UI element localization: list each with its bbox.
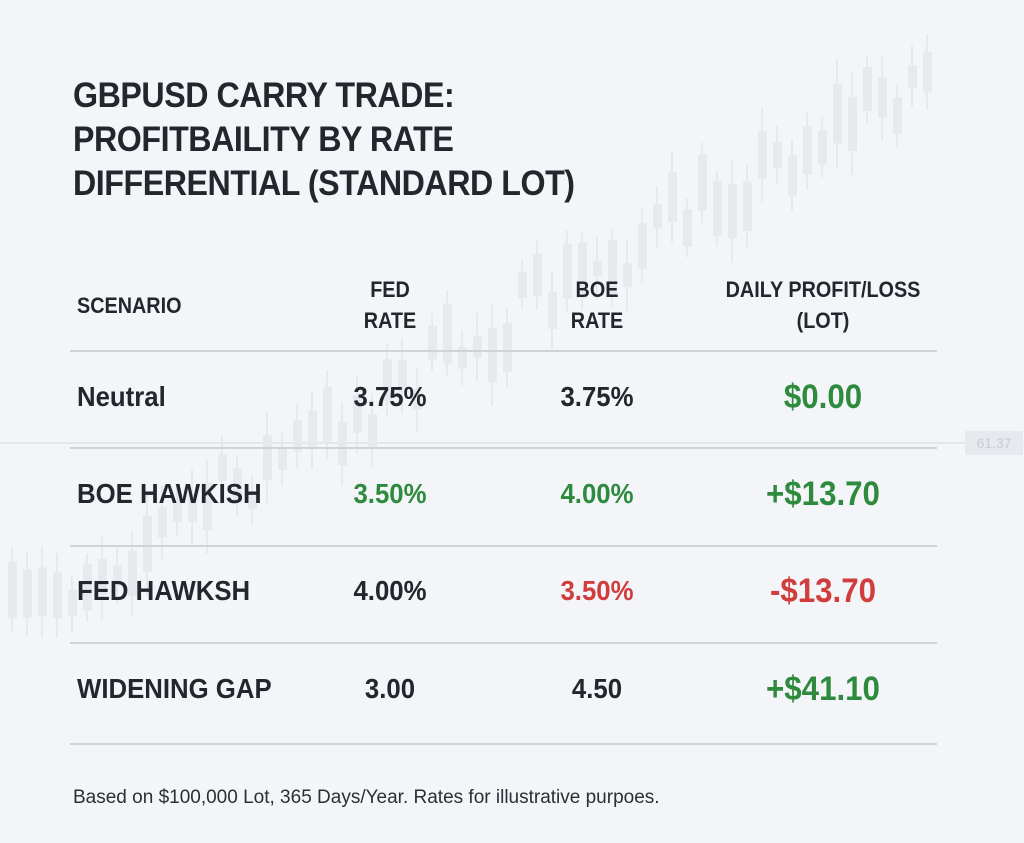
boe-rate-cell: 3.75% xyxy=(560,381,634,412)
candlestick xyxy=(518,260,527,309)
divider xyxy=(70,447,937,449)
header-line: FED xyxy=(370,277,410,302)
candlestick xyxy=(908,45,917,108)
candlestick xyxy=(668,151,677,243)
fed-rate-cell: 3.50% xyxy=(353,478,427,509)
divider xyxy=(70,545,937,547)
divider xyxy=(70,642,937,644)
price-tag: 61.37 xyxy=(965,431,1023,455)
candlestick xyxy=(773,126,782,184)
candlestick xyxy=(683,198,692,258)
header-line: RATE xyxy=(363,308,417,333)
candlestick xyxy=(848,73,857,175)
candlestick xyxy=(188,469,197,546)
candlestick xyxy=(548,271,557,350)
candlestick xyxy=(128,530,137,617)
candlestick xyxy=(293,403,302,469)
candlestick xyxy=(428,313,437,372)
candlestick xyxy=(443,290,452,377)
candlestick xyxy=(143,492,152,596)
boe-rate-cell: 3.50% xyxy=(560,575,634,606)
candlestick xyxy=(83,553,92,622)
candlestick xyxy=(803,111,812,190)
scenario-cell: Neutral xyxy=(77,381,166,412)
candlestick xyxy=(383,344,392,417)
daily-pnl-cell: -$13.70 xyxy=(769,572,877,610)
candlestick xyxy=(338,402,347,486)
candlestick xyxy=(473,312,482,382)
candlestick xyxy=(578,231,587,310)
candlestick xyxy=(743,165,752,248)
candlestick xyxy=(713,170,722,247)
candlestick xyxy=(758,107,767,202)
header-daily-pnl: DAILY PROFIT/LOSS (LOT) xyxy=(697,274,949,336)
divider xyxy=(70,743,937,745)
boe-rate-cell: 4.50 xyxy=(571,673,623,704)
candlestick xyxy=(263,411,272,504)
candlestick xyxy=(38,546,47,638)
header-line: DAILY PROFIT/LOSS xyxy=(725,277,921,302)
candlestick xyxy=(248,476,257,525)
candlestick xyxy=(638,209,647,283)
candlestick xyxy=(68,574,77,632)
candlestick xyxy=(158,484,167,560)
header-scenario: SCENARIO xyxy=(77,293,182,318)
candlestick xyxy=(653,185,662,248)
scenario-cell: WIDENING GAP xyxy=(77,673,272,704)
candlestick xyxy=(233,455,242,516)
boe-rate-cell: 4.00% xyxy=(560,478,634,509)
candlestick xyxy=(458,330,467,386)
candlestick xyxy=(23,551,32,636)
candlestick xyxy=(173,485,182,537)
candlestick xyxy=(698,142,707,223)
daily-pnl-cell: +$13.70 xyxy=(766,475,880,513)
header-line: BOE xyxy=(575,277,619,302)
daily-pnl-cell: +$41.10 xyxy=(766,670,880,708)
footnote: Based on $100,000 Lot, 365 Days/Year. Ra… xyxy=(73,787,660,808)
daily-pnl-cell: $0.00 xyxy=(783,378,863,416)
title-line: DIFFERENTIAL (STANDARD LOT) xyxy=(73,164,575,203)
fed-rate-cell: 3.75% xyxy=(353,381,427,412)
scenario-cell: FED HAWKSH xyxy=(77,575,251,606)
candlestick xyxy=(878,56,887,140)
candlestick xyxy=(488,304,497,406)
scenario-cell: BOE HAWKISH xyxy=(77,478,262,509)
candlestick xyxy=(893,84,902,147)
fed-rate-cell: 4.00% xyxy=(353,575,427,606)
header-fed-rate: FED RATE xyxy=(336,274,444,336)
header-line: (LOT) xyxy=(796,308,850,333)
page-title: GBPUSD CARRY TRADE: PROFITBAILITY BY RAT… xyxy=(73,74,625,206)
title-line: GBPUSD CARRY TRADE: xyxy=(73,76,455,115)
header-boe-rate: BOE RATE xyxy=(543,274,651,336)
candlestick xyxy=(788,139,797,211)
candlestick xyxy=(728,159,737,263)
candlestick xyxy=(923,34,932,111)
candlestick xyxy=(563,230,572,313)
candlestick xyxy=(833,59,842,169)
candlestick xyxy=(368,393,377,468)
candlestick xyxy=(503,308,512,387)
candlestick xyxy=(113,547,122,604)
candlestick xyxy=(218,435,227,500)
candlestick xyxy=(353,374,362,454)
candlestick xyxy=(203,459,212,554)
title-line: PROFITBAILITY BY RATE xyxy=(73,120,454,159)
candlestick xyxy=(623,238,632,312)
candlestick xyxy=(98,535,107,619)
header-line: RATE xyxy=(570,308,624,333)
fed-rate-cell: 3.00 xyxy=(364,673,416,704)
candlestick xyxy=(863,54,872,124)
candlestick xyxy=(818,117,827,178)
candlestick xyxy=(413,367,422,432)
candlestick xyxy=(608,229,617,307)
candlestick xyxy=(8,547,17,633)
candlestick xyxy=(308,391,317,469)
candlestick xyxy=(278,431,287,487)
candlestick xyxy=(533,240,542,310)
candlestick xyxy=(593,237,602,300)
divider xyxy=(70,350,937,352)
candlestick xyxy=(323,370,332,460)
candlestick xyxy=(53,553,62,639)
